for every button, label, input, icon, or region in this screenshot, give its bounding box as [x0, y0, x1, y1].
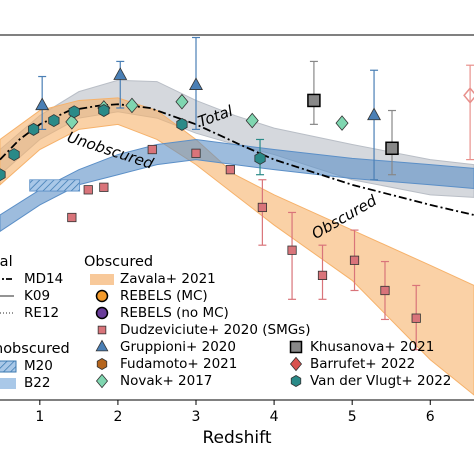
- data-point: [191, 148, 201, 158]
- marker: [95, 339, 109, 352]
- data-point: [380, 285, 390, 296]
- data-point: [98, 104, 110, 117]
- data-point: [83, 185, 93, 195]
- legend-label: Novak+ 2017: [120, 373, 212, 389]
- data-point: [245, 112, 259, 129]
- data-point: [287, 245, 297, 255]
- marker: [97, 325, 107, 335]
- legend-label: Zavala+ 2021: [120, 271, 216, 287]
- x-tick-label: 4: [270, 409, 279, 425]
- x-tick-label: 5: [348, 409, 357, 425]
- marker: [95, 306, 109, 320]
- marker: [96, 358, 108, 370]
- legend-label: RE12: [24, 305, 59, 321]
- marker: [95, 373, 109, 389]
- data-point: [385, 141, 399, 156]
- legend-label: Dudzeviciute+ 2020 (SMGs): [120, 322, 310, 338]
- data-point: [463, 87, 474, 104]
- data-point: [189, 77, 203, 90]
- legend-label: Khusanova+ 2021: [310, 339, 434, 355]
- legend-label: REBELS (no MC): [120, 305, 229, 321]
- data-point: [317, 270, 328, 280]
- marker: [290, 375, 302, 387]
- data-point: [254, 151, 266, 165]
- x-axis-title: Redshift: [202, 428, 271, 448]
- data-point: [257, 202, 267, 213]
- data-point: [335, 115, 349, 131]
- legend-label: B22: [24, 375, 50, 391]
- data-point: [307, 93, 321, 108]
- data-point: [411, 313, 421, 323]
- hatched-band: [29, 179, 81, 192]
- data-point: [349, 255, 360, 265]
- legend-patch: [90, 274, 114, 285]
- data-point: [35, 97, 50, 111]
- legend-label: K09: [24, 288, 50, 304]
- legend-title: tal: [0, 254, 13, 270]
- data-point: [27, 122, 40, 136]
- legend-label: REBELS (MC): [120, 288, 208, 304]
- legend-label: Fudamoto+ 2021: [120, 356, 237, 372]
- data-point: [225, 165, 235, 175]
- data-point: [125, 97, 139, 114]
- line: [0, 103, 474, 216]
- legend-label: Gruppioni+ 2020: [120, 339, 236, 355]
- data-point: [175, 93, 189, 110]
- marker: [95, 289, 109, 303]
- data-point: [147, 144, 157, 155]
- data-point: [367, 107, 382, 121]
- data-point: [67, 212, 77, 223]
- legend-title: Obscured: [84, 254, 153, 270]
- data-point: [68, 105, 80, 119]
- data-point: [113, 67, 128, 80]
- band: [0, 97, 474, 396]
- x-tick-label: 6: [426, 409, 435, 425]
- data-point: [65, 114, 79, 130]
- legend-label: Barrufet+ 2022: [310, 356, 415, 372]
- legend-label: Van der Vlugt+ 2022: [310, 373, 451, 389]
- x-tick-label: 2: [113, 409, 122, 425]
- data-point: [0, 168, 6, 182]
- data-point: [176, 117, 188, 131]
- legend-label: M20: [24, 358, 53, 374]
- legend-patch: [0, 378, 16, 389]
- marker: [289, 340, 303, 354]
- x-tick-label: 3: [192, 409, 201, 425]
- legend-title: nobscured: [0, 341, 70, 357]
- legend-patch: [0, 360, 17, 373]
- data-point: [8, 148, 20, 162]
- data-point: [99, 182, 109, 192]
- marker: [289, 356, 303, 372]
- data-point: [48, 114, 60, 128]
- band: [0, 138, 474, 232]
- legend-label: MD14: [24, 271, 63, 287]
- x-tick-label: 1: [35, 409, 44, 425]
